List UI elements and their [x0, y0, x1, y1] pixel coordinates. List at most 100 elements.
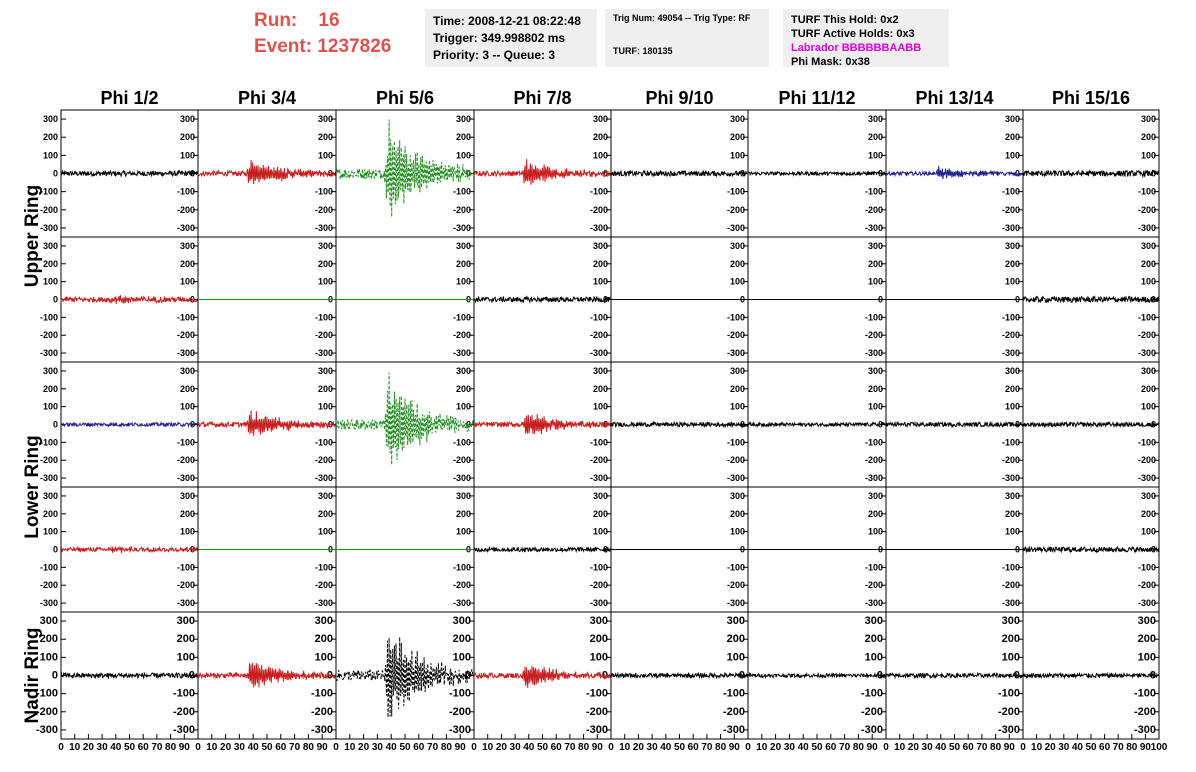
x-tick-label: 30 — [922, 742, 934, 753]
y-tick-label: 200 — [43, 509, 58, 519]
y-tick-label: 200 — [318, 132, 333, 142]
y-tick-label: -200 — [590, 580, 608, 590]
time-text: Time: 2008-12-21 08:22:48 — [433, 14, 581, 28]
y-tick-label: 300 — [1002, 615, 1020, 627]
y-tick-label: -300 — [315, 473, 333, 483]
y-tick-label: 100 — [453, 651, 471, 663]
y-tick-label: 300 — [453, 615, 471, 627]
y-tick-label: -200 — [727, 330, 745, 340]
y-tick-label: -300 — [998, 724, 1020, 736]
y-tick-label: 300 — [868, 491, 883, 501]
y-tick-label: -200 — [590, 455, 608, 465]
y-tick-label: -200 — [40, 330, 58, 340]
y-tick-label: 200 — [40, 633, 58, 645]
y-tick-label: -300 — [590, 598, 608, 608]
column-header: Phi 1/2 — [100, 88, 158, 108]
y-tick-label: -300 — [865, 598, 883, 608]
y-tick-label: -100 — [36, 688, 58, 700]
x-tick-label: 10 — [1031, 742, 1043, 753]
y-tick-label: 100 — [40, 651, 58, 663]
x-tick-label: 40 — [935, 742, 947, 753]
y-tick-label: 300 — [177, 615, 195, 627]
labrador-text: Labrador BBBBBBAABB — [791, 42, 922, 54]
y-tick-label: -200 — [865, 455, 883, 465]
x-tick-label: 70 — [701, 742, 713, 753]
column-header: Phi 15/16 — [1052, 88, 1130, 108]
y-tick-label: -300 — [865, 348, 883, 358]
y-tick-label: 200 — [1005, 509, 1020, 519]
run-label: Run: — [254, 10, 298, 31]
y-tick-label: 0 — [603, 169, 608, 179]
x-tick-label: 80 — [990, 742, 1002, 753]
y-tick-label: -200 — [315, 455, 333, 465]
waveform-trace — [610, 420, 749, 429]
y-tick-label: -300 — [453, 223, 471, 233]
waveform-trace — [197, 662, 337, 688]
x-tick-label: 10 — [756, 742, 768, 753]
x-tick-label: 30 — [234, 742, 246, 753]
y-tick-label: 0 — [1151, 169, 1156, 179]
y-tick-label: -300 — [727, 473, 745, 483]
x-tick-label: 0 — [745, 742, 751, 753]
event-label: Event: — [254, 36, 313, 57]
y-tick-label: -200 — [315, 330, 333, 340]
y-tick-label: 300 — [593, 241, 608, 251]
y-tick-label: -200 — [1134, 706, 1156, 718]
x-tick-label: 50 — [537, 742, 549, 753]
y-tick-label: 100 — [730, 277, 745, 287]
y-tick-label: 300 — [180, 114, 195, 124]
y-tick-label: 100 — [318, 150, 333, 160]
x-tick-label: 20 — [83, 742, 95, 753]
y-tick-label: 100 — [456, 527, 471, 537]
y-tick-label: -200 — [590, 205, 608, 215]
waveform-trace — [473, 414, 612, 435]
x-tick-label: 50 — [949, 742, 961, 753]
x-tick-label: 90 — [1140, 742, 1152, 753]
x-tick-label: 30 — [372, 742, 384, 753]
x-tick-label: 10 — [482, 742, 494, 753]
y-tick-label: 100 — [318, 527, 333, 537]
y-tick-label: -100 — [865, 437, 883, 447]
y-tick-label: 200 — [315, 633, 333, 645]
y-tick-label: 300 — [1005, 366, 1020, 376]
x-tick-label: 90 — [317, 742, 329, 753]
y-tick-label: 300 — [727, 615, 745, 627]
y-tick-label: -100 — [1138, 312, 1156, 322]
priority-text: Priority: 3 -- Queue: 3 — [433, 48, 556, 62]
x-tick-label: 70 — [289, 742, 301, 753]
column-header: Phi 5/6 — [376, 88, 434, 108]
y-tick-label: 100 — [868, 527, 883, 537]
waveform-trace — [1022, 169, 1160, 179]
y-tick-label: 300 — [180, 366, 195, 376]
y-tick-label: -300 — [453, 348, 471, 358]
x-tick-label: 70 — [976, 742, 988, 753]
y-tick-label: -300 — [1134, 724, 1156, 736]
y-tick-label: 100 — [1005, 277, 1020, 287]
y-tick-label: -100 — [998, 688, 1020, 700]
y-tick-label: -200 — [453, 580, 471, 590]
y-tick-label: -200 — [727, 580, 745, 590]
y-tick-label: -300 — [1138, 473, 1156, 483]
y-tick-label: 0 — [53, 420, 58, 430]
waveform-trace — [473, 159, 612, 185]
y-tick-label: 300 — [456, 114, 471, 124]
y-tick-label: -100 — [1002, 437, 1020, 447]
y-tick-label: 300 — [456, 491, 471, 501]
y-tick-label: 100 — [593, 277, 608, 287]
x-tick-label: 20 — [1045, 742, 1057, 753]
y-tick-label: -100 — [177, 312, 195, 322]
y-tick-label: 200 — [593, 509, 608, 519]
y-tick-label: -100 — [1134, 688, 1156, 700]
y-tick-label: -200 — [998, 706, 1020, 718]
